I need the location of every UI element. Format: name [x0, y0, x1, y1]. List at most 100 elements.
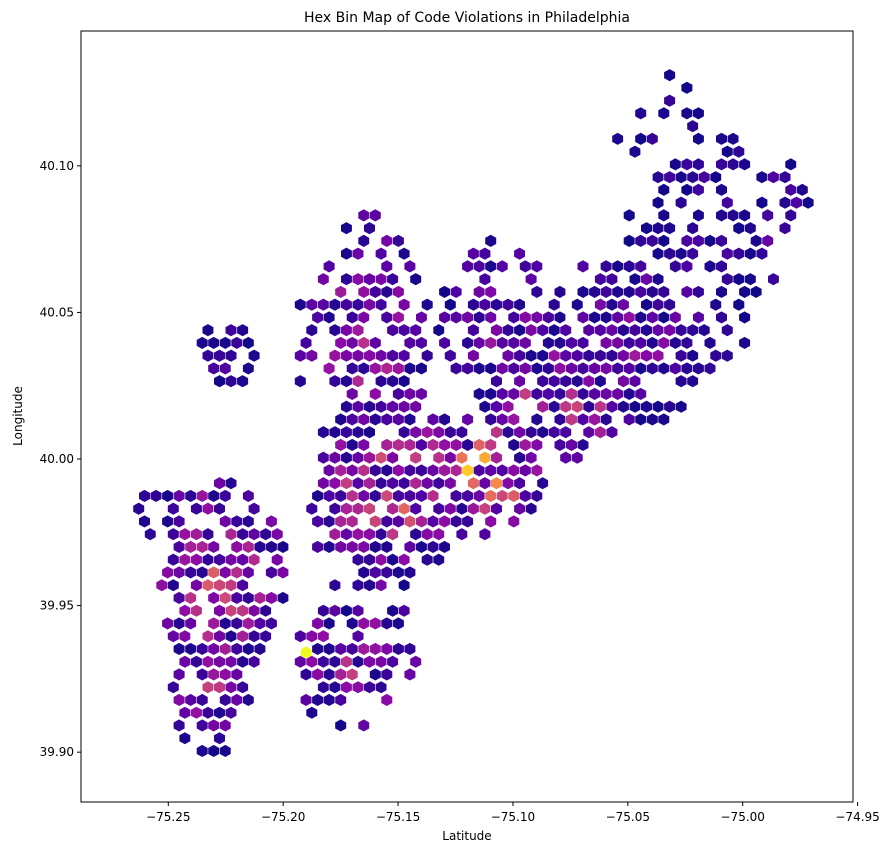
hexbin-cell [214, 375, 225, 388]
hexbin-cell [427, 413, 439, 426]
hexbin-cell [306, 630, 318, 643]
hexbin-cell [652, 222, 664, 235]
hexbin-cell [375, 655, 387, 668]
hexbin-cell [237, 375, 249, 388]
hexbin-cell [375, 375, 387, 388]
hexbin-cell [381, 234, 393, 247]
hexbin-cell [675, 324, 687, 337]
hexbin-cell [519, 438, 531, 451]
hexbin-cell [381, 540, 393, 553]
hexbin-cell [531, 362, 543, 375]
hexbin-cell [491, 375, 502, 388]
hexbin-cell [381, 285, 393, 298]
hexbin-cell [185, 642, 197, 655]
hexbin-cell [756, 196, 768, 209]
hexbin-cell [190, 553, 202, 566]
hexbin-cell [341, 222, 352, 235]
hexbin-cell [629, 375, 641, 388]
hexbin-cell [658, 362, 670, 375]
hexbin-cell [219, 336, 231, 349]
hexbin-cell [219, 642, 231, 655]
hexbin-cell [502, 477, 514, 490]
hexbin-cell [583, 400, 595, 413]
hexbin-cell [364, 502, 375, 515]
hexbin-cell [658, 285, 670, 298]
hexbin-cell [658, 336, 670, 349]
hexbin-cell [600, 413, 612, 426]
hexbin-cell [225, 528, 237, 541]
hexbin-cell [531, 464, 543, 477]
hexbin-cell [398, 579, 410, 592]
hexbin-cell [225, 579, 237, 592]
hexbin-cell [387, 502, 399, 515]
hexbin-cell [392, 642, 404, 655]
hexbin-cell [502, 298, 514, 311]
hexbin-cell [491, 426, 502, 439]
hexbin-cell [346, 489, 358, 502]
hexbin-cell [744, 247, 756, 260]
hexbin-cell [369, 617, 381, 630]
hexbin-cell [162, 515, 173, 528]
hexbin-cell [721, 196, 733, 209]
hexbin-cell [179, 706, 191, 719]
hexbin-cell [669, 311, 681, 324]
hexbin-cell [462, 489, 474, 502]
hexbin-cell [519, 362, 531, 375]
hexbin-cell [346, 413, 358, 426]
hexbin-cell [231, 540, 243, 553]
hexbin-cell [531, 413, 543, 426]
hexbin-cell [190, 528, 202, 541]
hexbin-cell [352, 528, 364, 541]
hexbin-cell [214, 732, 225, 745]
hexbin-cell [467, 324, 479, 337]
hexbin-cell [594, 400, 606, 413]
hexbin-cell [231, 693, 243, 706]
hexbin-cell [341, 400, 352, 413]
hexbin-cell [658, 311, 670, 324]
hexbin-cell [202, 681, 214, 694]
hexbin-cell [139, 515, 150, 528]
hexbin-cell [485, 515, 497, 528]
hexbin-cell [421, 298, 433, 311]
hexbin-cell [416, 540, 427, 553]
hexbin-cell [416, 336, 427, 349]
hexbin-cell [641, 222, 652, 235]
hexbin-cell [404, 642, 416, 655]
hexbin-cell [202, 528, 214, 541]
hexbin-cell [675, 349, 687, 362]
hexbin-cell [687, 222, 699, 235]
hexbin-cell [392, 362, 404, 375]
hexbin-cell [265, 617, 277, 630]
hexbin-cell [387, 655, 399, 668]
hexbin-cell [566, 387, 577, 400]
hexbin-cell [369, 515, 381, 528]
hexbin-cell [335, 336, 347, 349]
hexbin-cell [623, 336, 635, 349]
hexbin-cell [214, 477, 225, 490]
hexbin-cell [381, 311, 393, 324]
hexbin-cell [300, 336, 312, 349]
hexbin-cell [162, 617, 173, 630]
hexbin-cell [410, 528, 422, 541]
hexbin-cell [675, 196, 687, 209]
hexbin-cell [173, 591, 185, 604]
hexbin-cell [364, 222, 375, 235]
hexbin-cell [566, 438, 577, 451]
hexbin-cell [404, 515, 416, 528]
hexbin-cell [617, 349, 629, 362]
hexbin-cell [208, 668, 220, 681]
hexbin-cell [231, 336, 243, 349]
hexbin-cell [473, 489, 485, 502]
hexbin-cell [225, 324, 237, 337]
hexbin-cell [802, 196, 814, 209]
hexbin-cell [404, 387, 416, 400]
hexbin-cell [491, 298, 502, 311]
hexbin-cell [410, 655, 422, 668]
hexbin-cell [190, 655, 202, 668]
hexbin-cell [606, 400, 618, 413]
hexbin-cell [185, 540, 197, 553]
hexbin-cell [329, 604, 341, 617]
hexbin-cell [491, 502, 502, 515]
hexbin-cell [641, 324, 652, 337]
